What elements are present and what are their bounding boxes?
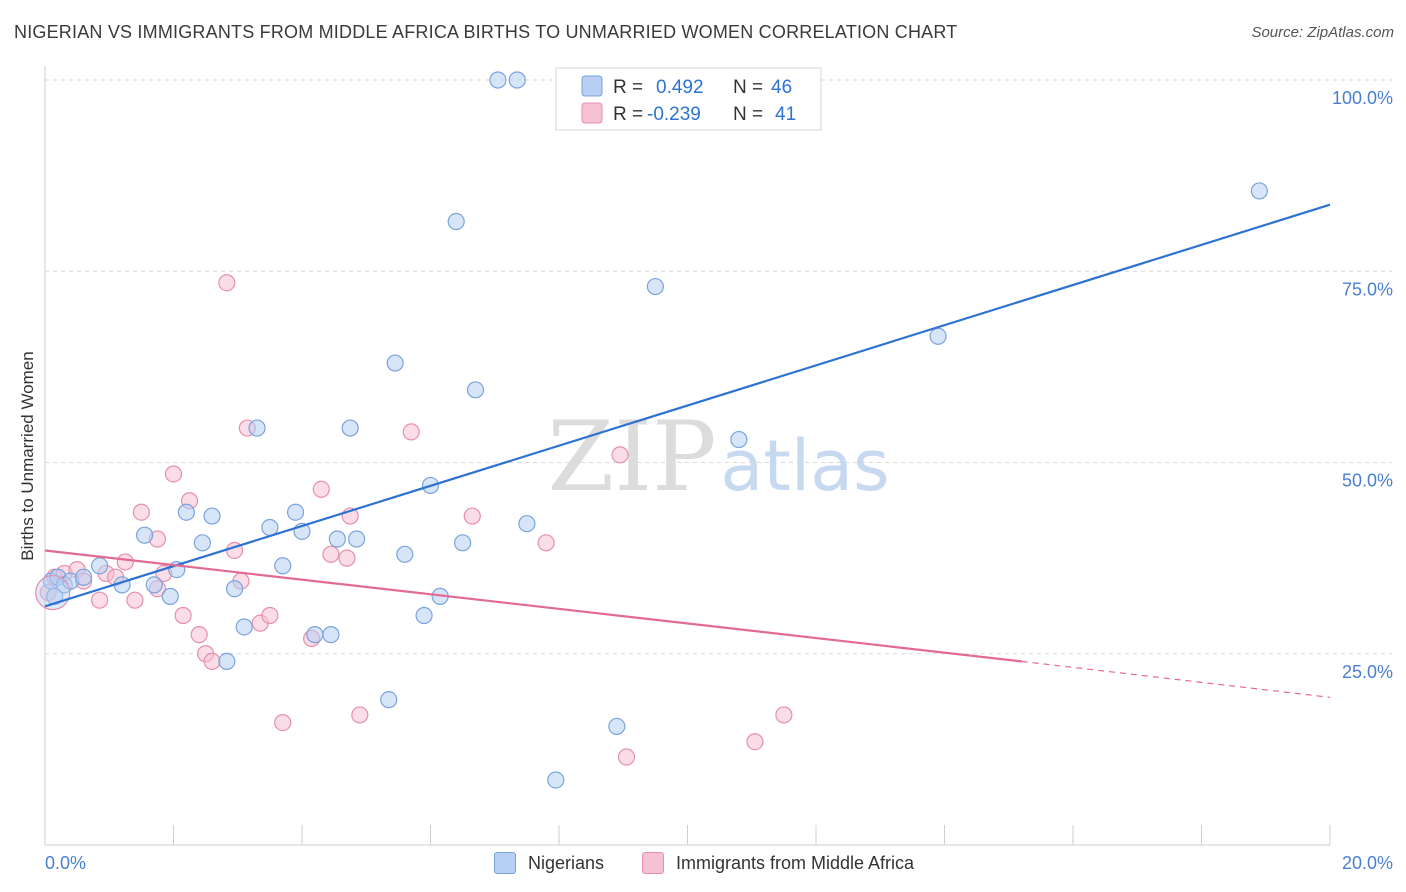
point-nigerians (929, 327, 947, 345)
legend-label-immigrants: Immigrants from Middle Africa (676, 852, 915, 873)
legend-swatch-nigerians (494, 852, 516, 874)
point-immigrants (611, 446, 629, 464)
legend-swatch-immigrants (642, 852, 664, 874)
legend-r-value: -0.239 (647, 104, 701, 125)
point-immigrants (261, 606, 279, 625)
legend-r-label: R = (613, 77, 643, 98)
regression-lines (44, 203, 1331, 698)
point-immigrants (190, 626, 208, 644)
watermark-atlas: atlas (720, 425, 889, 507)
point-nigerians (454, 534, 472, 552)
legend-swatch-immigrants (581, 102, 603, 124)
regression-line-immigrants (44, 549, 1022, 663)
axes (44, 66, 1331, 846)
point-immigrants (617, 748, 636, 766)
legend-n-label: N = (733, 77, 763, 98)
point-immigrants (338, 549, 356, 567)
point-immigrants (312, 480, 330, 498)
legend-bottom: Nigerians Immigrants from Middle Africa (0, 850, 1406, 880)
point-nigerians (730, 430, 748, 449)
series-immigrants-points (39, 274, 793, 766)
point-immigrants (174, 606, 192, 625)
point-immigrants (126, 591, 144, 609)
point-nigerians (466, 381, 485, 399)
watermark-zip: ZIP (547, 401, 716, 513)
watermark: ZIP atlas (547, 401, 889, 513)
point-nigerians (225, 580, 244, 598)
point-nigerians (508, 71, 526, 89)
y-tick-label: 75.0% (1342, 279, 1393, 299)
legend-label-nigerians: Nigerians (528, 852, 605, 873)
legend-swatch-nigerians (581, 75, 603, 97)
point-nigerians (135, 526, 154, 544)
point-immigrants (351, 706, 369, 724)
point-nigerians (341, 419, 359, 437)
point-nigerians (386, 354, 404, 372)
point-immigrants (164, 465, 183, 483)
point-immigrants (274, 713, 292, 732)
regression-line-nigerians (44, 203, 1331, 608)
legend-stats: R = 0.492 N = 46 R = -0.239 N = 41 (555, 67, 822, 131)
point-nigerians (1250, 182, 1268, 200)
point-nigerians (74, 568, 93, 586)
y-tick-label: 25.0% (1342, 662, 1393, 682)
point-immigrants (116, 553, 134, 571)
point-nigerians (248, 419, 266, 437)
legend-n-value: 41 (775, 104, 796, 125)
point-nigerians (328, 530, 346, 548)
point-nigerians (274, 557, 292, 575)
grid-lines (45, 79, 1392, 655)
point-immigrants (91, 591, 109, 609)
point-nigerians (380, 691, 398, 709)
point-nigerians (193, 534, 212, 552)
point-immigrants (322, 545, 340, 563)
regression-line-immigrants-extension (1021, 660, 1331, 698)
point-nigerians (218, 652, 236, 671)
point-immigrants (203, 652, 221, 671)
point-nigerians (608, 717, 626, 736)
point-immigrants (775, 706, 793, 724)
point-nigerians (547, 771, 565, 789)
legend-item-nigerians[interactable]: Nigerians (494, 852, 604, 874)
point-nigerians (177, 503, 195, 521)
point-nigerians (489, 71, 507, 89)
point-nigerians (203, 507, 221, 525)
chart-title: NIGERIAN VS IMMIGRANTS FROM MIDDLE AFRIC… (14, 22, 958, 42)
y-tick-label: 50.0% (1342, 471, 1393, 491)
point-nigerians (646, 277, 664, 296)
legend-r-label: R = (613, 104, 643, 125)
point-nigerians (235, 618, 253, 636)
point-nigerians (415, 606, 433, 625)
point-nigerians (306, 626, 324, 644)
point-nigerians (322, 626, 340, 644)
point-immigrants (132, 503, 150, 521)
point-nigerians (161, 587, 179, 605)
legend-n-value: 46 (771, 77, 792, 98)
point-nigerians (261, 518, 279, 537)
point-immigrants (537, 534, 555, 552)
point-nigerians (286, 503, 305, 521)
point-nigerians (447, 212, 465, 231)
legend-item-immigrants[interactable]: Immigrants from Middle Africa (642, 852, 914, 874)
point-immigrants (746, 733, 764, 751)
tick-labels: 25.0% 50.0% 75.0% 100.0% 0.0% 20.0% (45, 88, 1393, 873)
source-label: Source: ZipAtlas.com (1251, 24, 1394, 41)
point-immigrants (402, 423, 420, 441)
x-tick-label: 0.0% (45, 853, 86, 873)
point-nigerians (91, 557, 109, 575)
point-immigrants (218, 274, 236, 292)
legend-n-label: N = (733, 104, 763, 125)
legend-r-value: 0.492 (656, 77, 704, 98)
point-immigrants (463, 507, 481, 525)
point-nigerians (396, 545, 414, 563)
y-tick-label: 100.0% (1332, 88, 1393, 108)
x-tick-label: 20.0% (1342, 853, 1393, 873)
point-nigerians (518, 515, 536, 533)
point-nigerians (145, 576, 163, 594)
point-nigerians (348, 530, 366, 548)
